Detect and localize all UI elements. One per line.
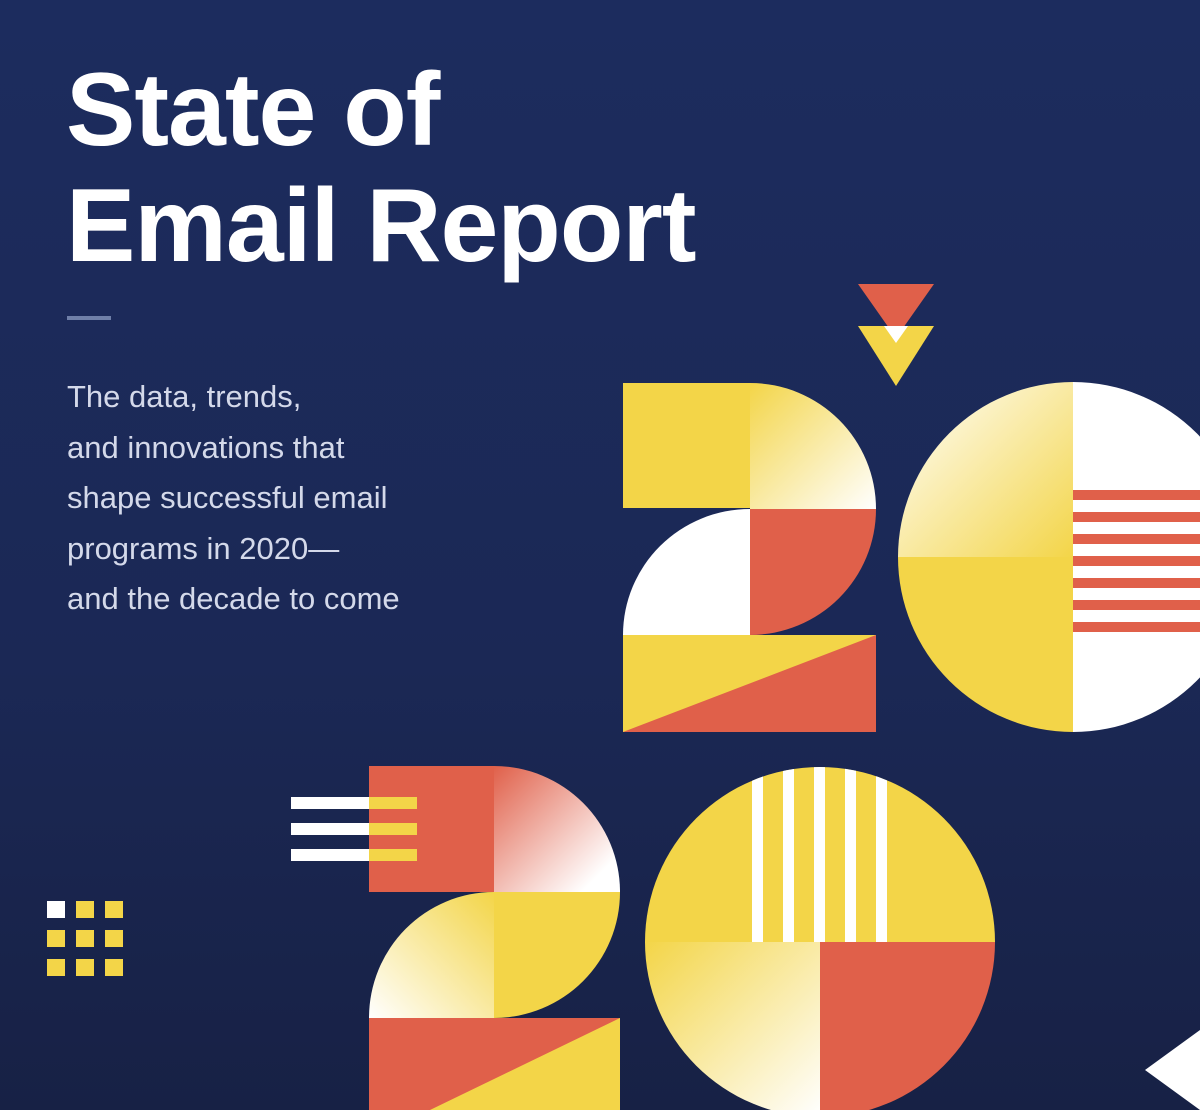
white-triangle-overlap: [884, 326, 908, 343]
digit2-block-yellow: [623, 383, 750, 508]
digit-2-bottom: [369, 766, 620, 1110]
digit2-quarter-gradient: [750, 383, 876, 509]
digit2b-quarter-gradient2: [369, 892, 494, 1018]
subtitle-line-1: The data, trends,: [67, 379, 302, 414]
digit2b-quarter-gradient: [494, 766, 620, 892]
subtitle-line-5: and the decade to come: [67, 581, 400, 616]
yellow-triangle: [858, 326, 934, 386]
digit-0-bottom: [645, 767, 995, 1110]
subtitle-line-2: and innovations that: [67, 429, 345, 465]
square-grid: [47, 901, 123, 976]
subtitle-line-3: shape successful email: [67, 480, 388, 515]
white-vertical-stripes: [752, 767, 887, 942]
triangle-markers: [858, 284, 934, 386]
title-line-2: Email Report: [66, 168, 696, 284]
digit2b-quarter-yellow: [494, 892, 620, 1018]
digit-2-top: [623, 383, 876, 732]
digit2-quarter-red: [750, 509, 876, 635]
digit2b-base-yellow: [430, 1018, 620, 1110]
digit-0-top: [898, 382, 1200, 732]
digit2-base-yellow: [623, 635, 876, 732]
report-title: State of Email Report: [66, 52, 696, 284]
title-line-1: State of: [66, 52, 440, 168]
title-divider: [67, 316, 111, 320]
white-triangle-corner: [1145, 1030, 1200, 1110]
report-subtitle: The data, trends, and innovations that s…: [67, 372, 400, 625]
red-stripes: [1073, 490, 1200, 632]
subtitle-line-4: programs in 2020—: [67, 530, 340, 566]
digit2-quarter-white: [623, 509, 750, 635]
red-triangle: [858, 284, 934, 338]
